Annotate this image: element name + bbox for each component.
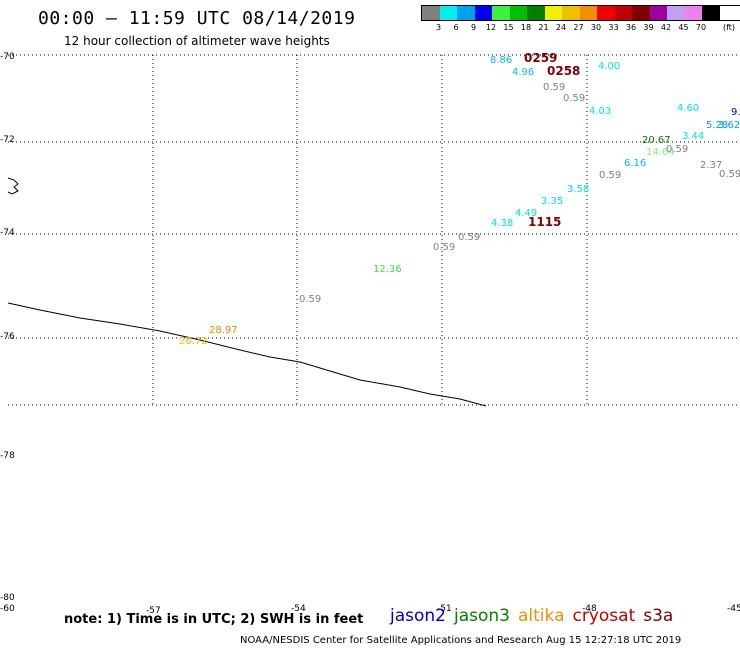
legend-swatch	[544, 6, 562, 20]
longitude-label: -54	[291, 604, 306, 614]
satellite-key: jason2 jason3 altika cryosat s3a	[390, 606, 681, 626]
wave-height-label: 14.64	[646, 147, 675, 158]
wave-height-label: 26.72	[179, 336, 208, 347]
wave-height-label: 0.59	[433, 242, 456, 253]
legend-swatch	[562, 6, 580, 20]
legend-unit: (ft)	[723, 23, 736, 32]
latitude-label: -78	[0, 451, 15, 461]
latitude-label: -80	[0, 593, 15, 603]
legend-swatch	[702, 6, 720, 20]
wave-height-label: 4.60	[677, 103, 700, 114]
legend-label: 9	[470, 23, 477, 32]
legend-label: 30	[590, 23, 602, 32]
latitude-label: -74	[0, 228, 15, 238]
wave-height-label: 6.16	[624, 158, 647, 169]
legend-swatches	[421, 5, 740, 21]
legend-swatch	[422, 6, 440, 20]
wave-height-label: 4.96	[512, 67, 535, 78]
longitude-label: -48	[582, 604, 597, 614]
legend-swatch	[614, 6, 632, 20]
legend-label: 70	[695, 23, 707, 32]
legend-label: 27	[573, 23, 584, 32]
longitude-label: -45	[727, 604, 740, 614]
wave-height-label: 4.00	[598, 61, 621, 72]
legend-label: 39	[643, 23, 654, 32]
wave-height-label: 0.59	[719, 169, 740, 180]
wave-height-label: 8.86	[490, 55, 513, 66]
legend-swatch	[667, 6, 685, 20]
wave-height-label: 9.	[731, 107, 740, 118]
latitude-label: -76	[0, 332, 15, 342]
wave-height-label: 0.59	[543, 82, 566, 93]
longitude-label: -57	[146, 606, 161, 616]
longitude-label: -60	[0, 604, 15, 614]
satellite-name: altika	[518, 606, 565, 626]
satellite-name: jason2	[390, 606, 446, 626]
wave-height-label: 0.59	[458, 232, 481, 243]
legend-swatch	[457, 6, 475, 20]
wave-height-label: 4.03	[589, 106, 612, 117]
pass-time-label: 1115	[528, 215, 562, 229]
legend-label: 12	[485, 23, 497, 32]
legend-labels: (ft) 3 6 9 12 15 18 21 24 27 30 33 36 39 42 45 70	[421, 23, 740, 35]
legend-swatch	[439, 6, 457, 20]
legend-label: 42	[660, 23, 672, 32]
pass-time-label: 0258	[547, 64, 581, 78]
legend-swatch	[492, 6, 510, 20]
graticule	[8, 54, 740, 406]
wave-height-label: 5.28	[706, 120, 729, 131]
satellite-name: cryosat	[572, 606, 636, 626]
wave-height-label: 3.35	[541, 196, 564, 207]
legend-swatch	[684, 6, 702, 20]
wave-height-label: 28.97	[209, 325, 238, 336]
map-title: 00:00 — 11:59 UTC 08/14/2019	[38, 8, 356, 29]
legend-swatch	[527, 6, 545, 20]
legend-swatch	[474, 6, 492, 20]
ice-shelf-coastline	[7, 302, 487, 407]
legend-label: 36	[625, 23, 637, 32]
wave-height-label: 20.67	[642, 135, 671, 146]
legend-label: 21	[538, 23, 549, 32]
pass-time-label: 0259	[524, 51, 558, 65]
wave-height-label: 0.59	[563, 93, 586, 104]
wave-height-label: 4.38	[491, 218, 514, 229]
color-legend: (ft) 3 6 9 12 15 18 21 24 27 30 33 36 39 42 45 70	[421, 5, 740, 35]
longitude-label: -51	[437, 604, 452, 614]
legend-swatch	[597, 6, 615, 20]
legend-label: 18	[520, 23, 532, 32]
wave-height-label: 4.49	[515, 208, 538, 219]
legend-swatch	[509, 6, 527, 20]
legend-label: 6	[453, 23, 459, 32]
legend-label: 33	[608, 23, 619, 32]
legend-label: 24	[555, 23, 567, 32]
satellite-name: s3a	[643, 606, 674, 626]
wave-height-label: 0.59	[599, 170, 622, 181]
credit-line: NOAA/NESDIS Center for Satellite Applica…	[240, 635, 682, 646]
footer-note: note: 1) Time is in UTC; 2) SWH is in fe…	[64, 612, 364, 627]
latitude-label: -72	[0, 135, 15, 145]
island-outline	[7, 177, 19, 195]
latitude-label: -70	[0, 52, 15, 62]
legend-label: 15	[503, 23, 514, 32]
legend-swatch	[649, 6, 667, 20]
legend-label: 45	[678, 23, 689, 32]
wave-height-label: 3.62	[718, 120, 740, 131]
wave-height-label: 12.36	[373, 264, 402, 275]
wave-height-label: 3.58	[567, 184, 590, 195]
wave-height-label: 0.59	[299, 294, 322, 305]
legend-label: 3	[435, 23, 442, 32]
legend-swatch	[579, 6, 597, 20]
satellite-name: jason3	[454, 606, 510, 626]
wave-height-label: 0.59	[666, 144, 689, 155]
wave-height-label: 3.44	[682, 131, 705, 142]
wave-height-label: 2.37	[700, 160, 723, 171]
map-subtitle: 12 hour collection of altimeter wave hei…	[64, 34, 330, 48]
legend-swatch	[632, 6, 650, 20]
